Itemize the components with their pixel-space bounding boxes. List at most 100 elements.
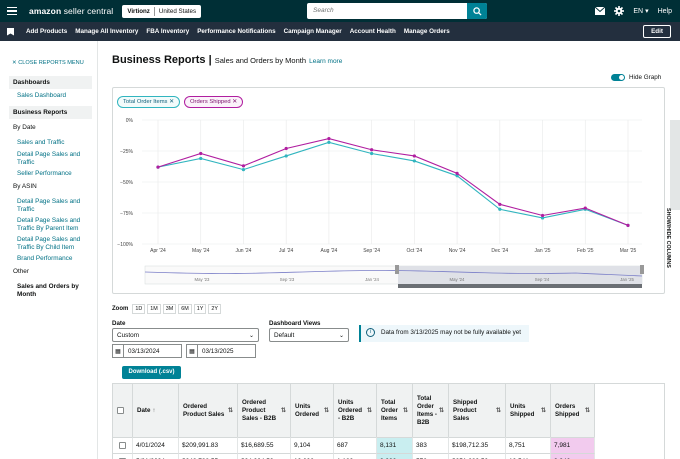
x-tick-label: Jan '25 [535,248,551,254]
zoom-1d[interactable]: 1D [132,304,146,314]
start-date-input[interactable]: ▦ 03/13/2024 [112,344,182,358]
search-button[interactable] [467,3,487,19]
sort-icon[interactable]: ⇅ [402,407,408,414]
logo-text: amazon [29,6,62,16]
table-cell: 1,183 [334,453,377,459]
table-cell: 9,104 [291,437,334,453]
table-cell: 687 [334,437,377,453]
navigator-label: Sep '23 [280,277,295,282]
sort-ascending-icon[interactable]: ↑ [152,407,156,414]
column-header-label: Date [137,406,151,414]
nav-manage-all-inventory[interactable]: Manage All Inventory [75,28,139,35]
data-point [498,207,502,211]
table-cell: $16,689.55 [238,437,291,453]
nav-add-products[interactable]: Add Products [26,28,68,35]
date-range-select[interactable]: Custom ⌄ [112,328,259,342]
table-cell: 576 [413,453,449,459]
search-input[interactable]: Search [313,7,334,14]
zoom-2y[interactable]: 2Y [208,304,221,314]
sort-icon[interactable]: ⇅ [495,407,501,414]
seller-central-logo[interactable]: amazon seller central [29,6,113,16]
line-chart: Apr '24 May '24 Jun '24 Jul '24 Aug '24 Sep '… [117,118,644,288]
column-header[interactable]: Total Order Items ⇅ [377,384,413,437]
toggle-switch[interactable] [611,74,625,81]
row-select [113,437,133,453]
sort-icon[interactable]: ⇅ [280,407,286,414]
data-point [540,216,545,220]
column-header[interactable]: Ordered Product Sales - B2B ⇅ [238,384,291,437]
download-csv-button[interactable]: Download (.csv) [122,366,181,379]
nav-manage-orders[interactable]: Manage Orders [403,28,450,35]
sidebar-detail-page-sales-traffic[interactable]: Detail Page Sales and Traffic [17,151,81,166]
table-cell: $209,991.83 [179,437,238,453]
help-link[interactable]: Help [657,7,672,15]
heading-by-asin: By ASIN [13,183,37,190]
hide-graph-toggle[interactable]: Hide Graph [611,74,661,81]
table-cell: $24,004.52 [238,453,291,459]
nav-bar: Add Products Manage All Inventory FBA In… [0,22,680,41]
gear-icon[interactable] [614,6,625,16]
sort-icon[interactable]: ⇅ [584,407,590,414]
sidebar-sales-and-traffic[interactable]: Sales and Traffic [17,139,65,146]
edit-nav-button[interactable]: Edit [643,25,671,38]
pill-total-order-items[interactable]: Total Order Items ✕ [117,96,180,108]
mail-icon[interactable] [595,7,606,15]
column-header[interactable]: Date ↑ [133,384,179,437]
column-header[interactable]: Orders Shipped ⇅ [551,384,595,437]
search-box: Search [307,3,487,19]
zoom-1y[interactable]: 1Y [193,304,207,314]
close-reports-menu[interactable]: ✕ CLOSE REPORTS MENU [12,60,84,66]
column-header[interactable]: Units Ordered ⇅ [291,384,334,437]
sort-icon[interactable]: ⇅ [227,407,233,414]
column-header[interactable]: Units Shipped ⇅ [506,384,551,437]
calendar-icon[interactable]: ▦ [186,344,197,358]
close-icon: ✕ [12,60,17,66]
y-tick-label: −25% [120,149,133,155]
zoom-6m[interactable]: 6M [178,304,192,314]
sort-icon[interactable]: ⇅ [323,407,329,414]
x-tick-label: Jun '24 [235,248,251,254]
sidebar-sales-orders-by-month[interactable]: Sales and Orders by Month [17,283,79,298]
bookmark-icon[interactable] [7,27,14,36]
column-header[interactable]: Shipped Product Sales ⇅ [449,384,506,437]
nav-fba-inventory[interactable]: FBA Inventory [146,28,190,35]
close-icon[interactable]: ✕ [169,99,174,105]
zoom-1m[interactable]: 1M [147,304,161,314]
hide-graph-label: Hide Graph [629,74,662,81]
column-header[interactable]: Units Ordered - B2B ⇅ [334,384,377,437]
nav-campaign-manager[interactable]: Campaign Manager [283,28,342,35]
nav-performance-notifications[interactable]: Performance Notifications [197,28,276,35]
calendar-icon[interactable]: ▦ [112,344,123,358]
sidebar-brand-performance[interactable]: Brand Performance [17,255,73,262]
sidebar-sales-dashboard[interactable]: Sales Dashboard [17,92,67,99]
sidebar-seller-performance[interactable]: Seller Performance [17,170,72,177]
x-tick-label: Nov '24 [449,248,466,254]
dashboard-views-select[interactable]: Default ⌄ [269,328,349,342]
row-checkbox[interactable] [119,442,126,449]
zoom-3m[interactable]: 3M [162,304,177,314]
learn-more-link[interactable]: Learn more [309,58,343,65]
pill-orders-shipped[interactable]: Orders Shipped ✕ [184,96,244,108]
table-cell: 8,131 [377,437,413,453]
table-cell: 9,346 [551,453,595,459]
table-cell: 7,981 [551,437,595,453]
select-all-checkbox[interactable] [117,407,124,414]
sidebar-asin-detail-page[interactable]: Detail Page Sales and Traffic [17,198,81,213]
end-date-value[interactable]: 03/13/2025 [197,344,256,358]
column-header[interactable]: Ordered Product Sales ⇅ [179,384,238,437]
end-date-input[interactable]: ▦ 03/13/2025 [186,344,256,358]
nav-account-health[interactable]: Account Health [349,28,396,35]
sidebar-asin-child-item[interactable]: Detail Page Sales and Traffic By Child I… [17,236,81,251]
close-icon[interactable]: ✕ [232,99,238,105]
hamburger-menu-icon[interactable] [7,6,17,16]
show-hide-columns-tab[interactable]: SHOW/HIDE COLUMNS [665,120,680,268]
start-date-value[interactable]: 03/13/2024 [123,344,182,358]
language-selector[interactable]: EN ▾ [633,7,648,15]
sort-icon[interactable]: ⇅ [438,407,444,414]
sort-icon[interactable]: ⇅ [366,407,372,414]
column-header[interactable]: Total Order Items - B2B ⇅ [413,384,449,437]
sidebar-asin-parent-item[interactable]: Detail Page Sales and Traffic By Parent … [17,217,81,232]
data-point [156,165,160,169]
sort-icon[interactable]: ⇅ [540,407,546,414]
account-switcher[interactable]: Virtionz United States [122,4,202,18]
